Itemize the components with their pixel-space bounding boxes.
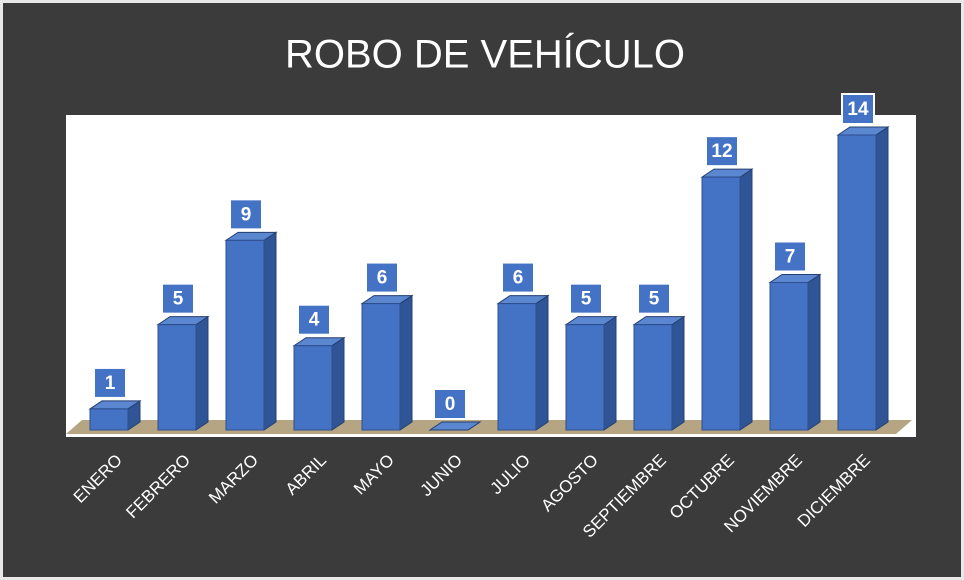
data-label-box — [773, 240, 807, 273]
bar — [836, 126, 890, 431]
bar-front — [497, 303, 537, 431]
bar-side — [263, 231, 277, 431]
data-label: 12 — [711, 141, 732, 162]
data-label-box — [637, 282, 671, 315]
data-label-box — [433, 388, 467, 420]
data-label-box — [297, 303, 331, 336]
data-label: 9 — [241, 204, 252, 225]
bar — [768, 273, 822, 431]
bar-side — [603, 315, 617, 431]
bar-front — [701, 176, 741, 431]
bar-front — [361, 303, 401, 431]
bar-side — [399, 294, 413, 431]
bar — [156, 315, 210, 431]
bar — [88, 399, 142, 431]
bar-front — [837, 134, 877, 431]
data-label: 1 — [105, 373, 116, 394]
bar-front — [157, 324, 197, 431]
data-label: 5 — [581, 289, 592, 310]
bar-top — [428, 421, 482, 431]
bar — [224, 231, 278, 431]
bar-side — [739, 168, 753, 431]
data-label: 5 — [649, 289, 660, 310]
data-label-box — [501, 261, 535, 294]
bar-side — [807, 273, 821, 431]
bar-side — [535, 294, 549, 431]
data-label-box — [161, 282, 195, 315]
bar-side — [331, 336, 345, 431]
data-label-box — [93, 366, 127, 399]
data-label-box — [841, 93, 875, 125]
data-label: 6 — [377, 268, 388, 289]
data-label: 6 — [513, 268, 524, 289]
bar — [564, 315, 618, 431]
data-label-box — [229, 198, 263, 231]
bar — [700, 168, 754, 431]
bar-front — [565, 324, 605, 431]
bar-front — [293, 345, 333, 431]
bar — [496, 294, 550, 431]
data-label-box — [705, 135, 739, 168]
bar-front — [89, 408, 129, 431]
bar — [360, 294, 414, 431]
bar — [292, 336, 346, 431]
data-label: 7 — [785, 247, 796, 268]
bar-side — [875, 126, 889, 431]
chart-title: ROBO DE VEHÍCULO — [285, 32, 685, 77]
bar — [428, 421, 482, 431]
bar — [632, 315, 686, 431]
bar-side — [671, 315, 685, 431]
data-label: 4 — [309, 310, 320, 331]
data-label-box — [569, 282, 603, 315]
data-label: 14 — [847, 99, 869, 120]
bar-front — [769, 282, 809, 431]
bar-side — [195, 315, 209, 431]
data-label-box — [365, 261, 399, 294]
bar-front — [225, 239, 265, 431]
data-label: 5 — [173, 289, 184, 310]
data-label: 0 — [445, 394, 456, 415]
bar-front — [633, 324, 673, 431]
floor — [66, 420, 912, 434]
